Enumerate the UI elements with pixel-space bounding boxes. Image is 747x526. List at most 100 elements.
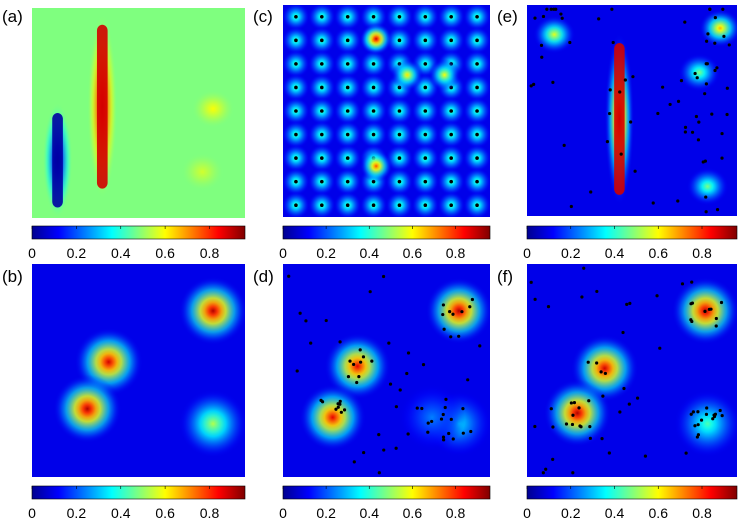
sample-point: [607, 451, 611, 455]
sample-point: [618, 90, 622, 94]
sample-point: [298, 311, 302, 315]
sample-point: [345, 14, 350, 19]
sample-point: [595, 289, 599, 294]
colorbar-gradient: [282, 485, 491, 500]
sample-point: [611, 40, 615, 45]
sample-point: [377, 433, 381, 437]
blob-feature: [533, 15, 576, 54]
sample-point: [342, 408, 347, 412]
sample-point: [394, 405, 398, 409]
sample-point: [449, 335, 453, 339]
sample-point: [568, 40, 572, 45]
sample-point: [651, 201, 655, 205]
hot-point: [360, 150, 393, 183]
sample-point: [703, 92, 707, 96]
sample-point: [704, 195, 708, 199]
panel-c: (c) 0 0.2 0.4 0.6 0.8: [253, 5, 491, 261]
sample-point: [582, 266, 586, 270]
heatmap-area: [283, 5, 490, 217]
panel-b: (b) 0 0.2 0.4 0.6 0.8: [2, 264, 246, 521]
sample-point: [699, 418, 704, 422]
sample-point: [710, 112, 714, 116]
panel-label: (c): [253, 7, 273, 26]
sample-point: [589, 190, 593, 194]
hot-point: [391, 58, 424, 91]
sample-point: [320, 85, 324, 90]
colorbar-tick-label: 0.6: [155, 505, 175, 521]
sample-point: [382, 448, 386, 452]
sample-point: [441, 412, 445, 417]
sample-point: [475, 109, 479, 113]
sample-point: [705, 39, 709, 43]
sample-point: [572, 400, 577, 405]
sample-point: [397, 156, 402, 160]
sample-point: [562, 143, 566, 147]
sample-point: [449, 132, 453, 137]
sample-point: [320, 38, 324, 43]
colorbar: 0 0.2 0.4 0.6 0.8: [523, 485, 738, 521]
sample-point: [358, 348, 362, 352]
sample-point: [351, 362, 356, 367]
panel-label: (b): [2, 267, 23, 286]
sample-point: [658, 346, 662, 350]
colorbar-gradient: [31, 485, 246, 500]
colorbar-tick-label: 0: [523, 245, 531, 261]
sample-point: [693, 71, 697, 76]
sample-point: [577, 406, 581, 410]
sample-point: [628, 301, 632, 305]
sample-point: [587, 399, 591, 403]
sample-point: [394, 446, 398, 450]
colorbar-tick-label: 0.4: [605, 245, 625, 261]
colorbar-gradient: [31, 225, 246, 240]
sample-point: [655, 294, 659, 298]
sample-point: [599, 370, 603, 374]
blob-feature: [678, 53, 721, 92]
peak: [53, 374, 122, 443]
sample-point: [371, 62, 376, 66]
sample-point: [708, 7, 712, 11]
colorbar-tick-label: 0: [523, 505, 531, 521]
sample-point: [475, 14, 479, 19]
sample-point: [580, 295, 584, 299]
panel-a: (a) 0 0.2 0.4 0.6 0.8: [2, 7, 246, 261]
sample-point: [529, 280, 533, 284]
sample-point: [683, 130, 687, 134]
sample-point: [715, 208, 720, 212]
panel-label: (f): [497, 267, 513, 286]
sample-point: [426, 421, 430, 425]
sample-point: [371, 14, 376, 19]
sample-point: [549, 7, 553, 11]
sample-point: [676, 199, 680, 203]
sample-point: [362, 450, 366, 455]
colorbar-tick-label: 0.4: [605, 505, 625, 521]
sample-point: [571, 413, 575, 417]
colorbar-tick-label: 0: [28, 245, 36, 261]
sample-point: [715, 66, 719, 70]
sample-point: [423, 85, 428, 90]
sample-point: [397, 203, 402, 208]
hot-point: [360, 22, 393, 55]
sample-point: [622, 386, 626, 391]
sample-point: [441, 303, 446, 307]
sample-point: [475, 156, 479, 160]
sample-point: [475, 38, 479, 43]
sample-point: [294, 109, 298, 113]
sample-point: [457, 334, 461, 338]
sample-point: [338, 399, 342, 403]
sample-point: [423, 109, 428, 113]
sample-point: [461, 431, 465, 435]
sample-point: [348, 359, 352, 363]
colorbar: 0 0.2 0.4 0.6 0.8: [28, 485, 246, 521]
sample-point: [601, 394, 605, 398]
sample-point: [629, 120, 633, 124]
sample-point: [721, 7, 725, 11]
colorbar-tick-label: 0.8: [692, 505, 712, 521]
sample-point: [706, 32, 710, 36]
heatmap-area: [32, 264, 245, 477]
colorbar: 0 0.2 0.4 0.6 0.8: [279, 485, 491, 521]
sample-point: [689, 412, 693, 416]
sample-point: [696, 138, 701, 142]
sample-point: [415, 406, 419, 410]
sample-point: [294, 156, 298, 160]
sample-point: [569, 401, 573, 405]
